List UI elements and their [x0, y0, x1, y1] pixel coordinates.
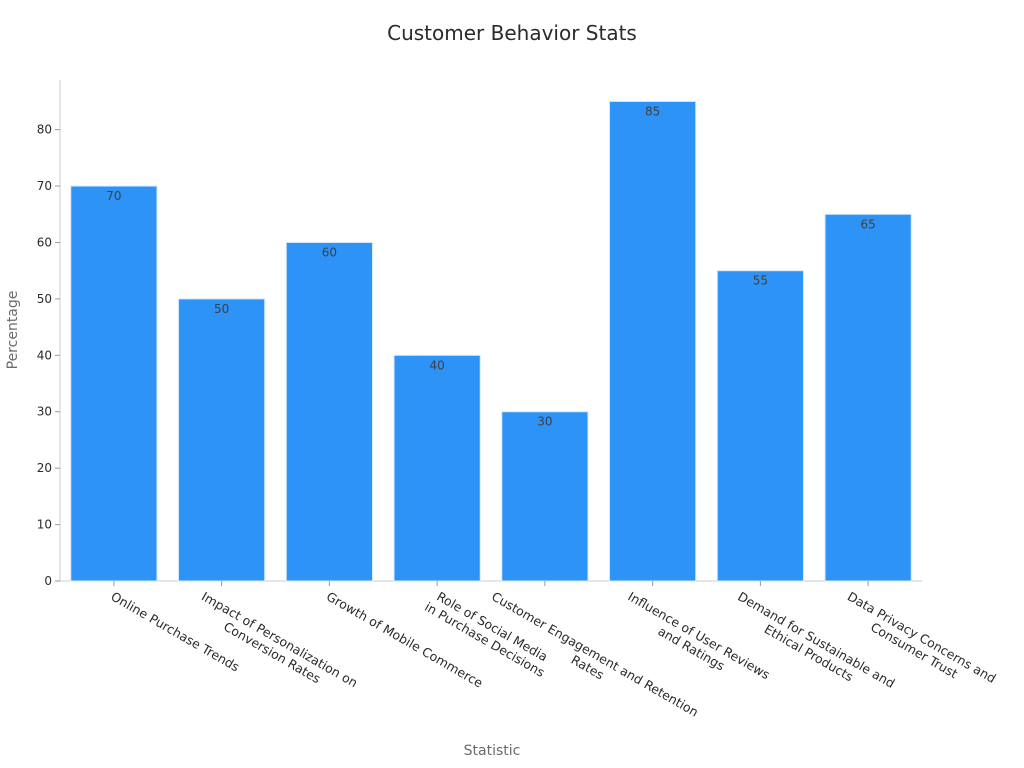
x-tick-label: Data Privacy Concerns andConsumer Trust [837, 589, 998, 699]
y-tick-label: 80 [37, 123, 52, 137]
bar [716, 270, 804, 582]
y-tick-label: 50 [37, 292, 52, 306]
y-tick-label: 40 [37, 348, 52, 362]
bar-value-label: 85 [645, 104, 660, 118]
bar [501, 411, 589, 582]
bar [285, 241, 373, 582]
bar [70, 185, 158, 582]
x-axis-title: Statistic [464, 743, 521, 759]
y-tick-label: 30 [37, 405, 52, 419]
bar-value-label: 60 [322, 245, 337, 259]
bar-value-label: 50 [214, 302, 229, 316]
y-tick-label: 0 [44, 574, 52, 588]
bar-value-label: 40 [429, 358, 444, 372]
bar-value-label: 70 [106, 189, 121, 203]
bar-value-label: 55 [753, 274, 768, 288]
bar [178, 298, 266, 582]
y-axis-title: Percentage [5, 291, 21, 370]
bar-value-label: 30 [537, 415, 552, 429]
bar [609, 100, 697, 582]
y-tick-label: 20 [37, 461, 52, 475]
chart-title: Customer Behavior Stats [387, 21, 637, 45]
bar-value-label: 65 [860, 217, 875, 231]
y-tick-label: 10 [37, 518, 52, 532]
bar [393, 354, 481, 582]
y-tick-label: 60 [37, 235, 52, 249]
bar [824, 213, 912, 582]
y-tick-label: 70 [37, 179, 52, 193]
